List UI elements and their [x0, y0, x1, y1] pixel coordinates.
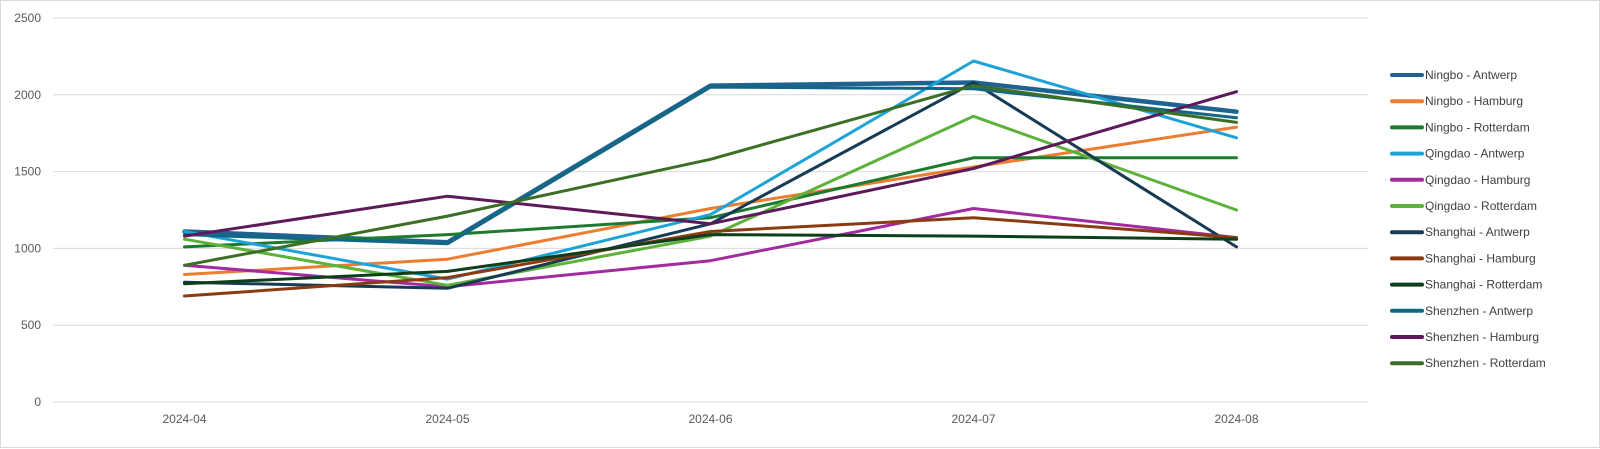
legend-label: Ningbo - Rotterdam — [1425, 120, 1530, 134]
series-line-shenzhen-rotterdam — [183, 84, 1238, 267]
legend-label: Shanghai - Rotterdam — [1425, 278, 1542, 292]
legend-label: Shanghai - Antwerp — [1425, 225, 1530, 239]
x-tick-label: 2024-07 — [951, 412, 995, 426]
y-tick-label: 500 — [21, 318, 41, 332]
series-line-qingdao-hamburg — [183, 207, 1238, 289]
legend-label: Qingdao - Rotterdam — [1425, 199, 1537, 213]
legend-label: Shenzhen - Antwerp — [1425, 304, 1533, 318]
legend-label: Shanghai - Hamburg — [1425, 251, 1536, 265]
y-tick-label: 1500 — [14, 165, 41, 179]
legend-label: Ningbo - Antwerp — [1425, 68, 1517, 82]
legend: Ningbo - Antwerp Ningbo - Hamburg Ningbo -… — [1390, 68, 1546, 370]
x-tick-label: 2024-08 — [1214, 412, 1258, 426]
legend-label: Qingdao - Antwerp — [1425, 147, 1525, 161]
legend-label: Ningbo - Hamburg — [1425, 94, 1523, 108]
y-axis-ticks: 0 500 1000 1500 2000 2500 — [14, 11, 41, 409]
series-line-qingdao-antwerp — [183, 59, 1238, 281]
series-line-shenzhen-hamburg — [183, 90, 1238, 238]
series-line-shanghai-antwerp — [183, 81, 1238, 290]
series-line-ningbo-rotterdam — [183, 156, 1238, 249]
y-tick-label: 2000 — [14, 88, 41, 102]
legend-label: Shenzhen - Rotterdam — [1425, 356, 1546, 370]
legend-label: Qingdao - Hamburg — [1425, 173, 1530, 187]
y-tick-label: 1000 — [14, 241, 41, 255]
x-tick-label: 2024-04 — [162, 412, 206, 426]
series-line-shanghai-hamburg — [183, 216, 1238, 298]
legend-label: Shenzhen - Hamburg — [1425, 330, 1539, 344]
series-lines — [182, 59, 1239, 298]
y-tick-label: 2500 — [14, 11, 41, 25]
y-tick-label: 0 — [34, 395, 41, 409]
series-line-shanghai-rotterdam — [183, 233, 1238, 286]
x-tick-label: 2024-05 — [425, 412, 469, 426]
x-tick-label: 2024-06 — [688, 412, 732, 426]
x-axis-ticks: 2024-04 2024-05 2024-06 2024-07 2024-08 — [162, 412, 1258, 426]
